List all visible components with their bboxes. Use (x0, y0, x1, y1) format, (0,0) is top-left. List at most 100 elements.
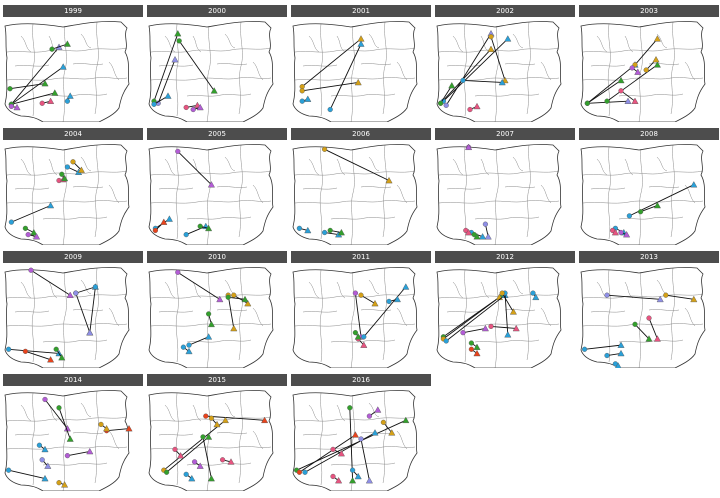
state-boundary (590, 310, 626, 313)
state-boundary (48, 158, 58, 176)
state-boundary (175, 392, 179, 486)
destination-point (360, 341, 368, 348)
destination-point (402, 283, 410, 290)
state-boundary (20, 404, 32, 422)
origin-point (626, 213, 633, 219)
state-boundary (252, 61, 264, 81)
origin-point (70, 159, 76, 165)
link-line (363, 286, 407, 338)
state-boundary (192, 404, 202, 422)
state-boundary (504, 186, 536, 188)
destination-point (487, 45, 495, 52)
facet-map (3, 141, 143, 245)
facet-strip-label: 2004 (3, 128, 143, 140)
state-boundary (150, 293, 272, 299)
state-boundary (512, 279, 524, 295)
state-boundary (14, 187, 50, 190)
state-boundary (350, 148, 355, 245)
state-boundary (6, 47, 128, 53)
origin-point (296, 469, 302, 475)
origin-point (349, 467, 356, 473)
destination-point (653, 61, 661, 68)
state-boundary (216, 186, 248, 188)
state-boundary (540, 61, 552, 81)
destination-point (221, 416, 229, 424)
facet-map (147, 264, 287, 368)
origin-point (56, 480, 62, 486)
country-border (292, 21, 418, 122)
link-line (301, 38, 362, 87)
origin-point (296, 225, 302, 231)
destination-point (504, 331, 512, 338)
destination-point (656, 295, 664, 303)
state-boundary (192, 281, 202, 299)
state-boundary (336, 281, 346, 299)
state-boundary (31, 146, 35, 240)
origin-point (321, 229, 328, 236)
link-line (106, 428, 130, 432)
facet-panel: 2010 (147, 251, 287, 368)
facet-panel: 2007 (435, 128, 575, 245)
state-boundary (308, 35, 320, 53)
destination-point (44, 462, 52, 469)
state-boundary (474, 339, 540, 343)
state-boundary (158, 64, 194, 67)
state-boundary (62, 148, 67, 245)
country-border (580, 144, 706, 245)
origin-point (488, 323, 494, 330)
facet-panel: 2005 (147, 128, 287, 245)
destination-point (61, 481, 69, 488)
state-boundary (175, 146, 179, 240)
facet-panel: 2001 (291, 5, 431, 122)
destination-point (365, 476, 373, 484)
state-boundary (6, 293, 128, 299)
destination-point (388, 429, 396, 436)
origin-point (176, 38, 182, 44)
state-boundary (618, 216, 684, 220)
state-boundary (62, 394, 67, 491)
map-canvas (148, 144, 274, 245)
state-boundary (150, 77, 272, 81)
link-line (233, 294, 249, 304)
origin-point (36, 442, 43, 448)
origin-point (7, 86, 13, 92)
destination-point (634, 68, 642, 75)
facet-panel: 2000 (147, 5, 287, 122)
facet-strip-label: 2015 (147, 374, 287, 386)
state-boundary (216, 309, 248, 311)
link-line (606, 64, 658, 102)
origin-point (468, 340, 475, 346)
country-border (580, 267, 706, 368)
destination-point (230, 324, 238, 332)
origin-point (186, 342, 192, 348)
link-line (67, 451, 90, 457)
state-boundary (607, 146, 611, 240)
destination-point (61, 174, 69, 182)
country-border (148, 267, 274, 368)
origin-point (98, 421, 104, 428)
state-boundary (494, 271, 499, 368)
link-line (354, 293, 362, 337)
link-line (665, 294, 694, 300)
link-line (177, 271, 221, 300)
origin-point (180, 344, 187, 350)
state-boundary (596, 158, 608, 176)
facet-strip-label: 2014 (3, 374, 143, 386)
country-border (148, 21, 274, 122)
destination-point (165, 215, 173, 222)
state-boundary (396, 430, 408, 450)
state-boundary (108, 184, 120, 204)
state-boundary (302, 310, 338, 313)
state-boundary (590, 64, 626, 67)
destination-point (484, 233, 492, 240)
origin-point (28, 267, 34, 273)
destination-point (653, 201, 661, 209)
origin-point (618, 88, 624, 94)
destination-point (337, 449, 345, 457)
facet-strip-label: 2003 (579, 5, 719, 17)
state-boundary (302, 64, 338, 67)
state-boundary (494, 148, 499, 245)
state-boundary (206, 25, 211, 122)
facet-map (291, 18, 431, 122)
facet-map (3, 387, 143, 491)
